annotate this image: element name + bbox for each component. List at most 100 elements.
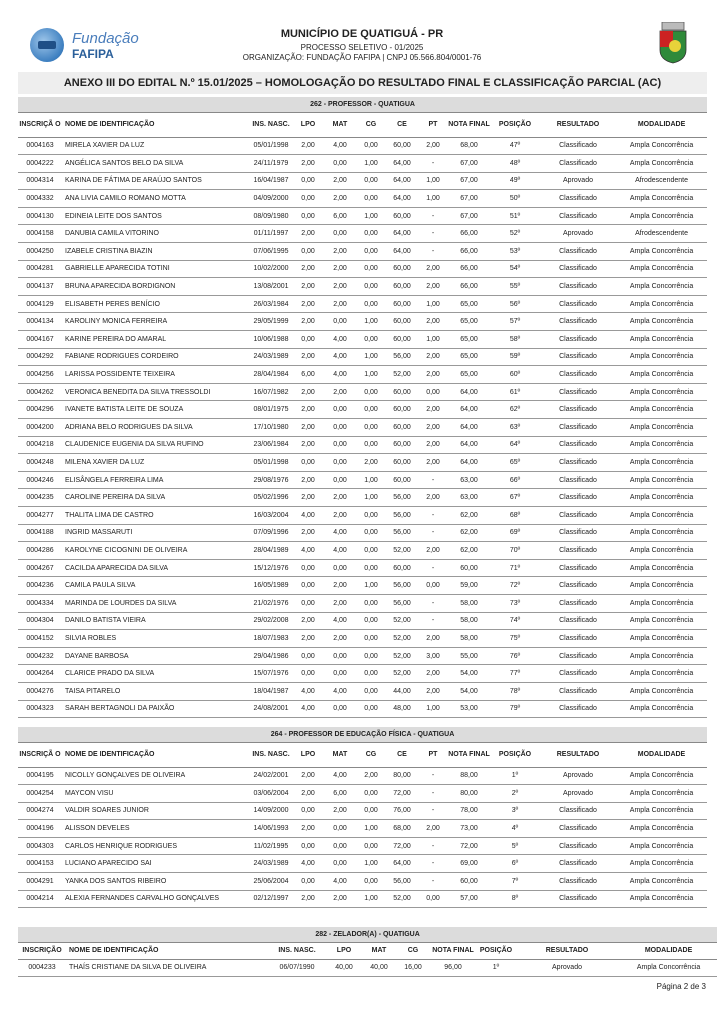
table-cell: Classificado: [540, 594, 616, 613]
table-cell: 64,00: [386, 189, 418, 208]
table-cell: 72º: [490, 576, 540, 595]
table-cell: 0,00: [356, 700, 386, 719]
table-row: 0004276 TAISA PITARELO 18/04/1987 4,00 4,00 0…: [18, 682, 708, 701]
table-cell: 0,00: [324, 312, 356, 332]
table-cell: 67,00: [448, 207, 490, 226]
table-cell: Classificado: [540, 137, 616, 156]
column-header: MAT: [324, 112, 356, 138]
column-header: CE: [386, 742, 418, 768]
table-cell: 1,00: [356, 365, 386, 384]
table-cell: 29/05/1999: [250, 312, 292, 332]
table-cell: Classificado: [540, 471, 616, 490]
table-cell: 0,00: [292, 453, 324, 472]
table-cell: BRUNA APARECIDA BORDIGNON: [62, 277, 250, 296]
table-cell: 72,00: [386, 784, 418, 803]
table-cell: 64,00: [448, 400, 490, 419]
table-cell: -: [418, 837, 448, 856]
table-cell: 0,00: [356, 330, 386, 349]
table-cell: 2,00: [292, 436, 324, 455]
table-cell: 0004323: [18, 700, 62, 719]
table-cell: 73º: [490, 594, 540, 613]
table-cell: 3º: [490, 802, 540, 821]
table-cell: Classificado: [540, 506, 616, 525]
table-cell: 64,00: [448, 418, 490, 437]
table-cell: Ampla Concorrência: [616, 802, 708, 821]
table-cell: 0,00: [324, 837, 356, 856]
table-cell: 2,00: [292, 137, 324, 156]
table-cell: 2,00: [356, 767, 386, 786]
table-cell: 78º: [490, 682, 540, 701]
table-cell: VALDIR SOARES JUNIOR: [62, 802, 250, 821]
table-cell: 67º: [490, 488, 540, 507]
table-cell: 55º: [490, 277, 540, 296]
column-header: CE: [386, 112, 418, 138]
table-cell: Ampla Concorrência: [616, 348, 708, 367]
table-cell: Ampla Concorrência: [616, 436, 708, 455]
table-cell: 56,00: [386, 594, 418, 613]
table-cell: 0004200: [18, 418, 62, 437]
table-cell: 52º: [490, 224, 540, 244]
table-cell: 2,00: [292, 629, 324, 648]
table-cell: 03/06/2004: [250, 784, 292, 803]
table-cell: 2,00: [418, 488, 448, 507]
table-title: 282 - ZELADOR(A) - QUATIGUA: [18, 927, 718, 943]
table-cell: 2,00: [324, 890, 356, 909]
table-cell: 18/07/1983: [250, 629, 292, 648]
table-cell: 0004246: [18, 471, 62, 490]
table-cell: CLARICE PRADO DA SILVA: [62, 664, 250, 683]
table-cell: 0004188: [18, 524, 62, 543]
table-cell: Classificado: [540, 330, 616, 349]
table-cell: 0,00: [356, 664, 386, 683]
column-header: NOTA FINAL: [428, 942, 478, 960]
table-row: 0004222 ANGÉLICA SANTOS BELO DA SILVA 24/1…: [18, 154, 708, 173]
table-cell: Classificado: [540, 189, 616, 208]
table-cell: 40,00: [328, 959, 360, 978]
table-cell: CACILDA APARECIDA DA SILVA: [62, 559, 250, 578]
table-cell: DANILO BATISTA VIEIRA: [62, 612, 250, 631]
table-cell: 0,00: [292, 207, 324, 226]
table-cell: 16/05/1989: [250, 576, 292, 595]
table-cell: 2,00: [292, 348, 324, 367]
column-header: RESULTADO: [540, 112, 616, 138]
table-cell: 0,00: [356, 260, 386, 279]
table-cell: 17/10/1980: [250, 418, 292, 437]
table-cell: 2,00: [292, 612, 324, 631]
table-cell: 70º: [490, 541, 540, 560]
table-cell: 3,00: [418, 647, 448, 666]
globe-icon: [30, 28, 64, 62]
table-row: 0004129 ELISABETH PERES BENÍCIO 26/03/1984…: [18, 295, 708, 314]
table-cell: 2,00: [292, 471, 324, 490]
table-cell: 0,00: [324, 559, 356, 578]
column-header: POSIÇÃO: [490, 112, 540, 138]
table-cell: -: [418, 594, 448, 613]
table-cell: 0,00: [292, 594, 324, 613]
table-cell: 0,00: [356, 189, 386, 208]
logo-text-brand: FAFIPA: [72, 46, 114, 61]
table-cell: SILVIA ROBLES: [62, 629, 250, 648]
header-row: INSCRIÇÃO NOME DE IDENTIFICAÇÃO INS. NASC.…: [18, 942, 718, 960]
table-cell: 66,00: [448, 242, 490, 261]
table-row: 0004137 BRUNA APARECIDA BORDIGNON 13/08/20…: [18, 277, 708, 296]
table-cell: 75º: [490, 629, 540, 648]
column-header: MODALIDADE: [620, 942, 718, 960]
table-cell: 0004254: [18, 784, 62, 803]
table-cell: 0,00: [356, 383, 386, 402]
table-row: 0004281 GABRIELLE APARECIDA TOTINI 10/02/2…: [18, 260, 708, 279]
table-cell: 0004267: [18, 559, 62, 578]
column-header: NOTA FINAL: [448, 742, 490, 768]
table-cell: 15/12/1976: [250, 559, 292, 578]
table-cell: 0004256: [18, 365, 62, 384]
table-cell: 52,00: [386, 890, 418, 909]
table-cell: 68,00: [386, 819, 418, 838]
table-cell: Ampla Concorrência: [616, 559, 708, 578]
table-cell: MIRELA XAVIER DA LUZ: [62, 137, 250, 156]
table-row: 0004291 YANKA DOS SANTOS RIBEIRO 25/06/200…: [18, 872, 708, 891]
annex-title: ANEXO III DO EDITAL N.º 15.01/2025 – HOM…: [18, 72, 707, 94]
table-cell: 0,00: [418, 890, 448, 909]
table-cell: Ampla Concorrência: [616, 819, 708, 838]
table-cell: 0,00: [356, 242, 386, 261]
table-cell: Ampla Concorrência: [616, 207, 708, 226]
table-row: 0004248 MILENA XAVIER DA LUZ 05/01/1998 0,0…: [18, 453, 708, 472]
table-row: 0004152 SILVIA ROBLES 18/07/1983 2,00 2,00 0,…: [18, 629, 708, 648]
table-cell: 2,00: [292, 260, 324, 279]
